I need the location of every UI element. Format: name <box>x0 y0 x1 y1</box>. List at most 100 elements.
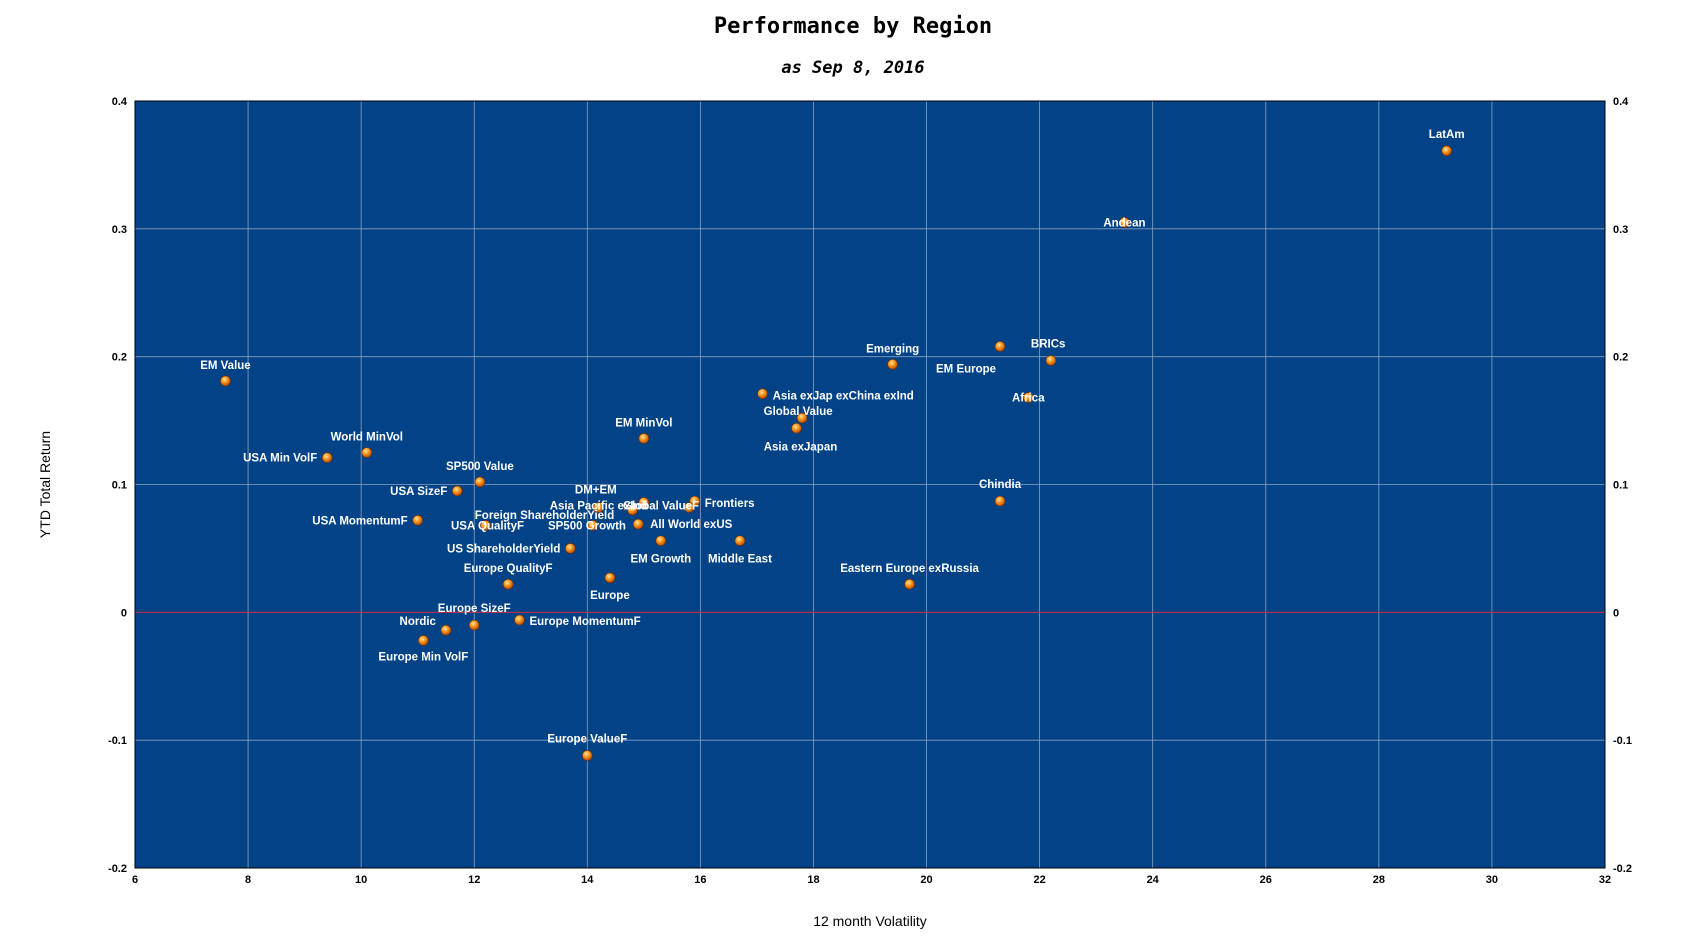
y-tick-label-right: 0.2 <box>1613 352 1628 364</box>
data-point <box>565 543 576 554</box>
y-tick-label-right: 0.4 <box>1613 96 1629 108</box>
data-point <box>440 624 452 636</box>
x-tick-label: 20 <box>920 874 932 886</box>
x-tick-label: 8 <box>245 874 251 886</box>
y-tick-label-right: 0.3 <box>1613 224 1628 236</box>
point-label: Europe SizeF <box>438 603 511 615</box>
x-tick-label: 32 <box>1599 874 1611 886</box>
data-point <box>502 578 514 590</box>
y-tick-label-left: 0.4 <box>112 96 128 108</box>
point-label: EM MinVol <box>615 417 672 429</box>
point-label: Emerging <box>866 343 919 355</box>
data-point <box>627 504 638 516</box>
y-tick-label-left: -0.2 <box>108 863 127 875</box>
y-tick-label-left: 0 <box>121 607 127 619</box>
data-point <box>638 497 650 508</box>
point-label: Europe MomentumF <box>529 616 640 628</box>
data-point <box>321 452 333 463</box>
point-label: Eastern Europe exRussia <box>840 563 979 575</box>
point-label: Andean <box>1103 217 1145 229</box>
point-labels: LatAm Andean BRICs EM Europe Africa Emerging E… <box>200 129 1464 746</box>
point-label: DM+EM <box>575 484 617 496</box>
y-tick-label-right: 0.1 <box>1613 480 1628 492</box>
data-point <box>994 495 1006 507</box>
data-point <box>734 535 746 547</box>
point-label: Europe ValueF <box>547 734 627 746</box>
y-tick-label-left: -0.1 <box>108 735 127 747</box>
point-label: Foreign ShareholderYield <box>475 510 615 522</box>
x-axis-title: 12 month Volatility <box>813 913 927 929</box>
data-point <box>632 518 644 530</box>
data-point <box>796 412 808 424</box>
point-label: Asia exJap exChina exInd <box>773 391 914 403</box>
data-point <box>418 635 429 646</box>
y-tick-label-left: 0.1 <box>112 480 127 492</box>
x-tick-label: 30 <box>1486 874 1498 886</box>
point-label: SP500 Value <box>446 461 514 473</box>
data-point <box>1023 392 1034 403</box>
y-tick-label-right: 0 <box>1613 607 1619 619</box>
data-point <box>514 614 525 626</box>
data-point <box>587 520 599 531</box>
y-tick-label-left: 0.2 <box>112 352 127 364</box>
point-label: SP500 Growth <box>548 520 626 532</box>
point-label: Asia exJapan <box>764 441 838 453</box>
data-point <box>638 433 650 444</box>
point-label: Chindia <box>979 479 1022 491</box>
point-label: All World exUS <box>650 519 733 531</box>
point-label: Europe Min VolF <box>378 651 468 663</box>
y-axis-title: YTD Total Return <box>37 431 53 538</box>
data-point <box>593 502 604 513</box>
data-point <box>757 388 768 400</box>
data-point <box>480 520 491 531</box>
point-label: Europe <box>590 590 630 602</box>
point-label: BRICs <box>1031 339 1066 351</box>
point-label: Asia Pacific exInd <box>550 501 648 513</box>
data-point <box>1441 145 1452 157</box>
point-label: Europe QualityF <box>464 563 553 575</box>
data-point <box>412 514 423 526</box>
point-label: EM Value <box>200 360 251 372</box>
y-tick-label-right: -0.2 <box>1613 863 1632 875</box>
x-tick-label: 14 <box>581 874 594 886</box>
data-point <box>361 447 373 458</box>
chart-subtitle: as Sep 8, 2016 <box>781 58 925 78</box>
data-point <box>468 619 480 631</box>
y-tick-label-right: -0.1 <box>1613 735 1632 747</box>
data-point <box>604 572 616 584</box>
axes <box>134 100 1606 869</box>
point-label: Africa <box>1012 393 1045 405</box>
x-tick-label: 10 <box>355 874 367 886</box>
point-label: EM Growth <box>630 554 691 566</box>
x-tick-label: 26 <box>1260 874 1272 886</box>
point-label: Global Value <box>764 406 833 418</box>
x-tick-label: 16 <box>694 874 706 886</box>
point-label: LatAm <box>1429 129 1465 141</box>
tick-labels: 6 8 10 12 14 16 18 20 22 24 26 28 30 32-0.2 -0.2-0.1 -0… <box>108 96 1632 886</box>
data-point <box>474 476 486 488</box>
point-label: Frontiers <box>705 498 755 510</box>
x-tick-label: 6 <box>132 874 138 886</box>
point-label: Global ValueF <box>623 501 699 513</box>
data-point <box>887 359 898 370</box>
point-label: EM Europe <box>936 363 996 375</box>
data-point <box>451 485 463 497</box>
point-label: Nordic <box>400 616 437 628</box>
x-tick-label: 28 <box>1373 874 1385 886</box>
data-point <box>1119 217 1130 228</box>
x-tick-label: 22 <box>1033 874 1045 886</box>
point-label: US ShareholderYield <box>447 543 560 555</box>
data-point <box>994 341 1006 352</box>
data-point <box>1045 355 1057 366</box>
y-tick-label-left: 0.3 <box>112 224 127 236</box>
data-points <box>220 145 1452 761</box>
data-point <box>904 578 915 590</box>
data-point <box>655 535 667 547</box>
point-label: USA QualityF <box>451 520 524 532</box>
point-label: USA MomentumF <box>312 515 407 527</box>
data-point <box>683 502 695 513</box>
point-label: World MinVol <box>331 432 403 444</box>
data-point <box>220 375 231 387</box>
plot-border <box>134 100 1606 869</box>
